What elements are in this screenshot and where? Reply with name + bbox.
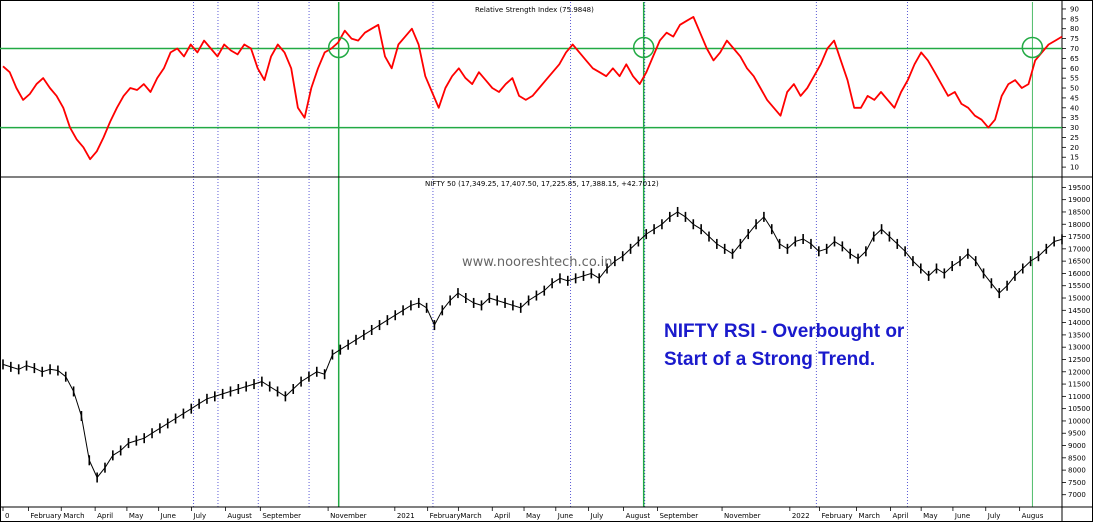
- price-tick-label: 17000: [1068, 245, 1090, 253]
- price-tick-label: 11500: [1068, 381, 1090, 389]
- price-tick-label: 15000: [1068, 295, 1090, 303]
- price-tick-label: 11000: [1068, 393, 1090, 401]
- rsi-tick-label: 90: [1070, 5, 1079, 13]
- rsi-tick-label: 50: [1070, 85, 1079, 93]
- price-title: NIFTY 50 (17,349.25, 17,407.50, 17,225.8…: [425, 180, 659, 188]
- x-tick-label: February: [821, 512, 852, 520]
- x-tick-label: September: [262, 512, 301, 520]
- x-tick-label: Augus: [1022, 512, 1044, 520]
- rsi-tick-label: 40: [1070, 104, 1079, 112]
- price-tick-label: 12500: [1068, 356, 1090, 364]
- overbought-circle: [632, 36, 655, 59]
- annotation-line-1: NIFTY RSI - Overbought or: [664, 321, 905, 342]
- price-tick-label: 9000: [1068, 442, 1086, 450]
- price-tick-label: 7500: [1068, 479, 1086, 487]
- annotation-line-2: Start of a Strong Trend.: [664, 349, 875, 370]
- price-tick-label: 13000: [1068, 344, 1090, 352]
- rsi-tick-label: 20: [1070, 144, 1079, 152]
- overbought-circle: [1021, 36, 1044, 59]
- x-tick-label: August: [626, 512, 651, 520]
- x-tick-label: 2022: [792, 512, 810, 520]
- x-tick-label: 0: [5, 512, 9, 520]
- price-tick-label: 16500: [1068, 258, 1090, 266]
- x-tick-label: February: [430, 512, 461, 520]
- price-tick-label: 19500: [1068, 184, 1090, 192]
- x-tick-label: November: [724, 512, 761, 520]
- price-tick-label: 8000: [1068, 467, 1086, 475]
- x-axis: 0 February March April May June July August Sept…: [2, 507, 1044, 520]
- overbought-circle: [327, 36, 350, 59]
- price-tick-label: 7000: [1068, 491, 1086, 499]
- rsi-tick-label: 35: [1070, 114, 1079, 122]
- price-tick-label: 10000: [1068, 417, 1090, 425]
- rsi-tick-label: 30: [1070, 124, 1079, 132]
- watermark: www.nooreshtech.co.in: [462, 255, 613, 270]
- rsi-title: Relative Strength Index (75.9848): [475, 6, 594, 14]
- rsi-tick-label: 65: [1070, 55, 1079, 63]
- rsi-tick-label: 80: [1070, 25, 1079, 33]
- price-tick-label: 14000: [1068, 319, 1090, 327]
- x-tick-label: August: [227, 512, 252, 520]
- x-tick-label: September: [659, 512, 698, 520]
- x-tick-label: May: [526, 512, 540, 520]
- price-tick-label: 10500: [1068, 405, 1090, 413]
- x-tick-label: May: [923, 512, 937, 520]
- x-tick-label: April: [892, 512, 908, 520]
- x-tick-label: March: [63, 512, 84, 520]
- x-tick-label: November: [330, 512, 367, 520]
- rsi-tick-label: 45: [1070, 94, 1079, 102]
- x-tick-label: February: [30, 512, 61, 520]
- rsi-tick-label: 85: [1070, 15, 1079, 23]
- price-tick-label: 16000: [1068, 270, 1090, 278]
- price-tick-label: 13500: [1068, 331, 1090, 339]
- price-tick-label: 15500: [1068, 282, 1090, 290]
- price-line: [2, 211, 1063, 479]
- rsi-tick-label: 55: [1070, 75, 1079, 83]
- x-tick-label: May: [129, 512, 143, 520]
- x-tick-label: July: [590, 512, 604, 520]
- x-tick-label: July: [987, 512, 1001, 520]
- x-tick-label: June: [160, 512, 176, 520]
- x-tick-label: April: [494, 512, 510, 520]
- price-tick-label: 19000: [1068, 196, 1090, 204]
- price-panel: 7000 7500 8000 8500 9000 9500 10000 10500 11000 1…: [0, 184, 1093, 508]
- price-tick-label: 8500: [1068, 454, 1086, 462]
- x-tick-label: April: [97, 512, 113, 520]
- x-tick-label: 2021: [397, 512, 415, 520]
- rsi-tick-label: 70: [1070, 45, 1079, 53]
- rsi-line: [2, 15, 1063, 161]
- x-tick-label: June: [557, 512, 573, 520]
- rsi-tick-label: 10: [1070, 164, 1079, 172]
- price-tick-label: 9500: [1068, 430, 1086, 438]
- rsi-tick-label: 60: [1070, 65, 1079, 73]
- price-tick-label: 12000: [1068, 368, 1090, 376]
- x-tick-label: July: [193, 512, 207, 520]
- x-tick-label: June: [954, 512, 970, 520]
- x-tick-label: March: [859, 512, 880, 520]
- price-tick-label: 14500: [1068, 307, 1090, 315]
- price-tick-label: 18500: [1068, 208, 1090, 216]
- rsi-tick-label: 25: [1070, 134, 1079, 142]
- rsi-tick-label: 75: [1070, 35, 1079, 43]
- x-tick-label: March: [460, 512, 481, 520]
- price-tick-label: 18000: [1068, 221, 1090, 229]
- rsi-tick-label: 15: [1070, 154, 1079, 162]
- price-tick-label: 17500: [1068, 233, 1090, 241]
